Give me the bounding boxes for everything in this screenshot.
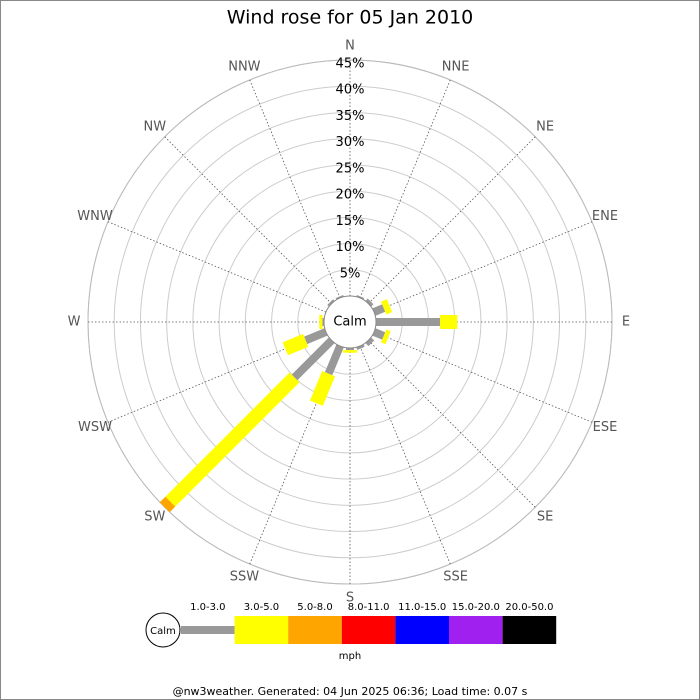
r-tick-label: 10% <box>336 240 365 255</box>
wind-bar <box>381 299 393 315</box>
wind-bar <box>372 328 386 340</box>
legend-swatch <box>449 616 503 644</box>
wind-bar <box>165 372 300 507</box>
legend-swatch <box>288 616 342 644</box>
legend-calm-label: Calm <box>150 626 176 637</box>
ring <box>192 164 508 480</box>
wind-bar <box>282 333 309 356</box>
footer: @nw3weather. Generated: 04 Jun 2025 06:3… <box>173 685 528 698</box>
wind-bar <box>324 344 344 376</box>
direction-label: S <box>346 591 354 606</box>
wind-bar <box>304 328 328 345</box>
direction-label: NNW <box>228 60 260 75</box>
wind-bar <box>365 337 375 347</box>
ring <box>166 138 534 506</box>
spoke <box>107 221 327 313</box>
ring <box>218 190 482 454</box>
calm-label: Calm <box>333 315 366 330</box>
spoke <box>359 79 451 299</box>
direction-label: E <box>622 315 630 330</box>
direction-label: SSW <box>230 569 260 584</box>
r-tick-label: 45% <box>336 57 365 72</box>
wind-bar <box>309 370 336 406</box>
legend-label: 15.0-20.0 <box>452 602 500 613</box>
legend-unit: mph <box>339 651 361 662</box>
wind-bar <box>381 329 391 345</box>
spoke <box>249 79 341 299</box>
direction-label: WSW <box>78 420 112 435</box>
r-tick-label: 25% <box>336 161 365 176</box>
spoke <box>368 136 536 304</box>
direction-label: W <box>68 315 81 330</box>
direction-label: ENE <box>592 209 618 224</box>
wind-bar <box>291 337 335 381</box>
legend-swatch <box>395 616 449 644</box>
ring <box>139 111 561 533</box>
legend-swatch <box>341 616 396 644</box>
spoke <box>359 345 451 565</box>
legend-label: 20.0-50.0 <box>505 602 553 613</box>
direction-label: NNE <box>442 60 470 75</box>
spoke <box>373 331 593 423</box>
direction-label: NE <box>536 119 554 134</box>
legend-label: 1.0-3.0 <box>190 602 225 613</box>
spoke <box>373 221 593 313</box>
legend-label: 11.0-15.0 <box>398 602 446 613</box>
r-tick-label: 15% <box>336 214 365 229</box>
r-tick-label: 40% <box>336 83 365 98</box>
legend-label: 5.0-8.0 <box>297 602 332 613</box>
legend-calm <box>145 612 181 648</box>
r-tick-label: 20% <box>336 188 365 203</box>
spoke <box>368 340 536 508</box>
direction-label: N <box>345 39 355 54</box>
legend-swatch <box>502 616 557 644</box>
chart-title: Wind rose for 05 Jan 2010 <box>227 7 474 29</box>
wind-bar <box>159 496 176 513</box>
direction-label: SE <box>537 510 553 525</box>
wind-bar <box>372 304 386 316</box>
r-tick-label: 5% <box>340 266 361 281</box>
spoke <box>164 136 332 304</box>
direction-label: ESE <box>593 420 618 435</box>
r-tick-label: 35% <box>336 109 365 124</box>
r-tick-label: 30% <box>336 135 365 150</box>
wind-bar <box>365 298 374 307</box>
direction-label: WNW <box>77 209 113 224</box>
direction-label: SW <box>144 510 165 525</box>
legend-label: 8.0-11.0 <box>348 602 390 613</box>
calm-circle <box>323 295 377 349</box>
direction-label: SSE <box>443 569 468 584</box>
legend-swatch <box>234 616 289 644</box>
legend-swatch <box>181 626 235 634</box>
direction-label: NW <box>144 119 167 134</box>
legend-label: 3.0-5.0 <box>244 602 279 613</box>
ring <box>113 85 587 559</box>
